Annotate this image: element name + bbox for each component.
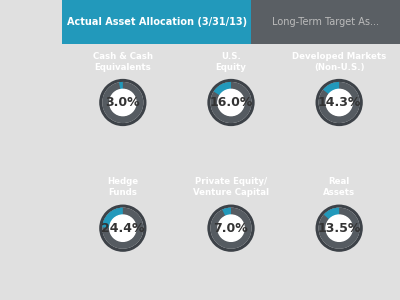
Wedge shape xyxy=(323,82,339,94)
Text: Actual Asset Allocation (3/31/13): Actual Asset Allocation (3/31/13) xyxy=(66,17,247,27)
Bar xyxy=(62,0,251,44)
Wedge shape xyxy=(319,208,360,249)
Circle shape xyxy=(110,215,136,241)
Bar xyxy=(251,0,400,44)
Wedge shape xyxy=(119,82,123,90)
Wedge shape xyxy=(207,205,255,252)
Wedge shape xyxy=(99,79,146,126)
Wedge shape xyxy=(102,208,123,228)
Text: 7.0%: 7.0% xyxy=(214,222,248,235)
Wedge shape xyxy=(99,205,146,252)
Circle shape xyxy=(326,215,352,241)
Wedge shape xyxy=(316,79,363,126)
Circle shape xyxy=(110,89,136,116)
Wedge shape xyxy=(319,82,360,123)
Text: U.S.
Equity: U.S. Equity xyxy=(216,52,246,72)
Text: Hedge
Funds: Hedge Funds xyxy=(107,177,138,197)
Text: 24.4%: 24.4% xyxy=(101,222,144,235)
Circle shape xyxy=(326,89,352,116)
Text: 16.0%: 16.0% xyxy=(209,96,253,109)
Circle shape xyxy=(218,215,244,241)
Wedge shape xyxy=(210,208,252,249)
Wedge shape xyxy=(222,208,231,216)
Wedge shape xyxy=(316,205,363,252)
Wedge shape xyxy=(207,79,255,126)
Wedge shape xyxy=(102,208,143,249)
Text: 3.0%: 3.0% xyxy=(106,96,140,109)
Wedge shape xyxy=(210,82,252,123)
Text: Developed Markets
(Non-U.S.): Developed Markets (Non-U.S.) xyxy=(292,52,386,72)
Wedge shape xyxy=(102,82,143,123)
Text: Cash & Cash
Equivalents: Cash & Cash Equivalents xyxy=(93,52,153,72)
Text: Real
Assets: Real Assets xyxy=(323,177,355,197)
Text: 13.5%: 13.5% xyxy=(318,222,361,235)
Text: Long-Term Target As...: Long-Term Target As... xyxy=(272,17,379,27)
Wedge shape xyxy=(324,208,339,220)
Circle shape xyxy=(218,89,244,116)
Wedge shape xyxy=(214,82,231,95)
Text: Private Equity/
Venture Capital: Private Equity/ Venture Capital xyxy=(193,177,269,197)
Text: 14.3%: 14.3% xyxy=(318,96,361,109)
